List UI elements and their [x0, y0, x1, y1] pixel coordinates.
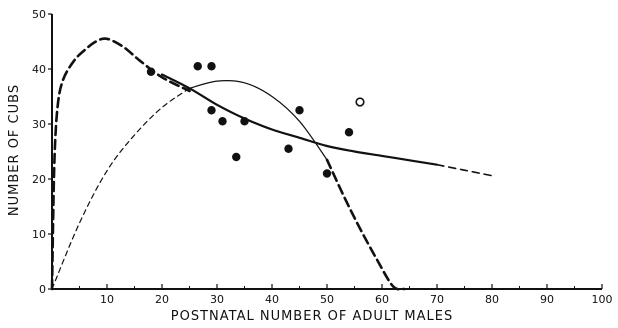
curve-solid-heavy — [160, 73, 439, 166]
curves — [50, 37, 493, 291]
y-tick-label: 40 — [32, 63, 46, 76]
y-tick-label: 50 — [32, 8, 46, 21]
x-ticks: 10 20 30 40 50 60 70 80 90 100 — [79, 284, 613, 306]
data-point-filled — [284, 144, 293, 153]
x-tick-label: 60 — [375, 293, 389, 306]
x-tick-label: 30 — [210, 293, 224, 306]
y-tick-label: 20 — [32, 173, 46, 186]
curve-heavy-dashed — [50, 37, 191, 291]
x-tick-label: 50 — [320, 293, 334, 306]
data-point-filled — [207, 106, 216, 115]
data-point-filled — [240, 117, 249, 126]
data-point-filled — [207, 62, 216, 71]
data-point-filled — [322, 169, 332, 178]
data-point-filled — [232, 152, 241, 162]
plot-axes — [51, 14, 602, 290]
x-tick-label: 80 — [485, 293, 499, 306]
x-tick-label: 40 — [265, 293, 279, 306]
x-axis-title: POSTNATAL NUMBER OF ADULT MALES — [171, 309, 453, 324]
x-tick-label: 100 — [592, 293, 613, 306]
data-point-open — [355, 97, 365, 107]
data-point-filled — [146, 67, 156, 76]
curve-thin-dashed — [51, 87, 191, 290]
x-tick-label: 90 — [540, 293, 554, 306]
data-point-filled — [295, 106, 304, 115]
y-tick-label: 30 — [32, 118, 46, 131]
curve-thin-solid — [188, 79, 328, 161]
x-tick-label: 20 — [155, 293, 169, 306]
data-point-filled — [193, 62, 202, 71]
y-tick-label: 0 — [39, 283, 46, 296]
x-tick-label: 10 — [100, 293, 114, 306]
y-tick-label: 10 — [32, 228, 46, 241]
curve-dashed — [436, 163, 493, 177]
curve-heavy-dashed — [325, 158, 406, 291]
y-ticks: 0 10 20 30 40 50 — [32, 8, 52, 296]
y-axis-title: NUMBER OF CUBS — [7, 84, 22, 216]
points — [146, 62, 365, 178]
data-point-filled — [218, 117, 227, 126]
data-point-filled — [344, 128, 354, 137]
x-tick-label: 70 — [430, 293, 444, 306]
